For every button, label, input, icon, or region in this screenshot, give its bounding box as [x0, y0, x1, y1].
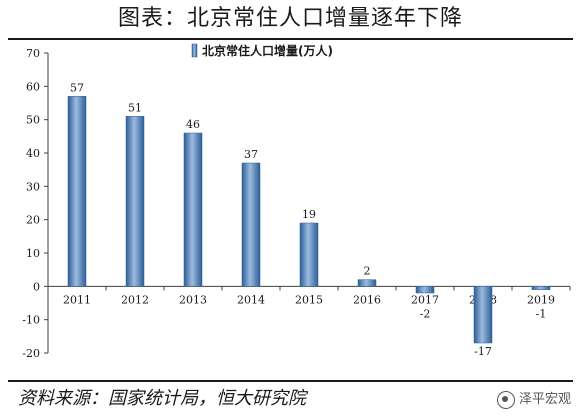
x-tick-label: 2017 [411, 293, 439, 306]
data-label: 2 [364, 265, 371, 278]
data-labels: 57 51 46 37 19 2 -2 -17 -1 [70, 81, 546, 358]
y-tick-label: 30 [26, 180, 40, 193]
source-note: 资料来源：国家统计局，恒大研究院 [18, 388, 306, 409]
bar-2012 [125, 116, 145, 287]
data-label: -2 [420, 307, 431, 320]
y-tick-label: 40 [26, 147, 40, 160]
y-tick-label: -10 [22, 314, 40, 327]
wechat-logo-icon [496, 391, 515, 409]
legend: 北京常住人口增量(万人) [191, 43, 333, 58]
bar-2013 [183, 132, 203, 287]
data-label: -1 [536, 307, 547, 320]
y-tick-label: 70 [26, 47, 40, 60]
bar-2011 [67, 96, 87, 287]
legend-swatch [191, 43, 198, 58]
data-label: 51 [128, 101, 142, 114]
bar-2018 [473, 286, 493, 344]
x-tick-label: 2014 [237, 293, 265, 306]
y-tick-label: -20 [22, 347, 40, 360]
watermark: 泽平宏观 [496, 388, 571, 412]
top-rule [8, 38, 573, 40]
bar-2014 [241, 162, 261, 287]
x-tick-label: 2015 [295, 293, 323, 306]
bar-2015 [299, 222, 319, 287]
data-label: -17 [474, 345, 492, 358]
data-label: 19 [302, 208, 316, 221]
legend-label: 北京常住人口增量(万人) [202, 43, 333, 58]
bar-2019 [531, 286, 551, 290]
x-tick-label: 2012 [121, 293, 149, 306]
x-tick-label: 2016 [353, 293, 381, 306]
data-label: 46 [186, 118, 200, 131]
y-tick-label: 60 [26, 80, 40, 93]
data-label: 57 [70, 81, 84, 94]
bar-2016 [357, 279, 377, 287]
y-tick-label: 10 [26, 247, 40, 260]
data-label: 37 [244, 148, 258, 161]
watermark-text: 泽平宏观 [518, 392, 571, 407]
x-tick-label: 2019 [527, 293, 555, 306]
figure-title: 图表：北京常住人口增量逐年下降 [117, 6, 463, 31]
y-tick-label: 50 [26, 114, 40, 127]
y-tick-label: 0 [33, 280, 40, 293]
x-tick-label: 2011 [63, 293, 91, 306]
bar-2017 [415, 286, 435, 294]
x-tick-label: 2013 [179, 293, 207, 306]
bottom-rule [8, 380, 573, 382]
y-tick-label: 20 [26, 214, 40, 227]
bar-chart: -20 -10 0 10 20 30 40 50 60 70 2011 2012 2013 2014 201… [22, 43, 571, 360]
bars [67, 96, 551, 344]
